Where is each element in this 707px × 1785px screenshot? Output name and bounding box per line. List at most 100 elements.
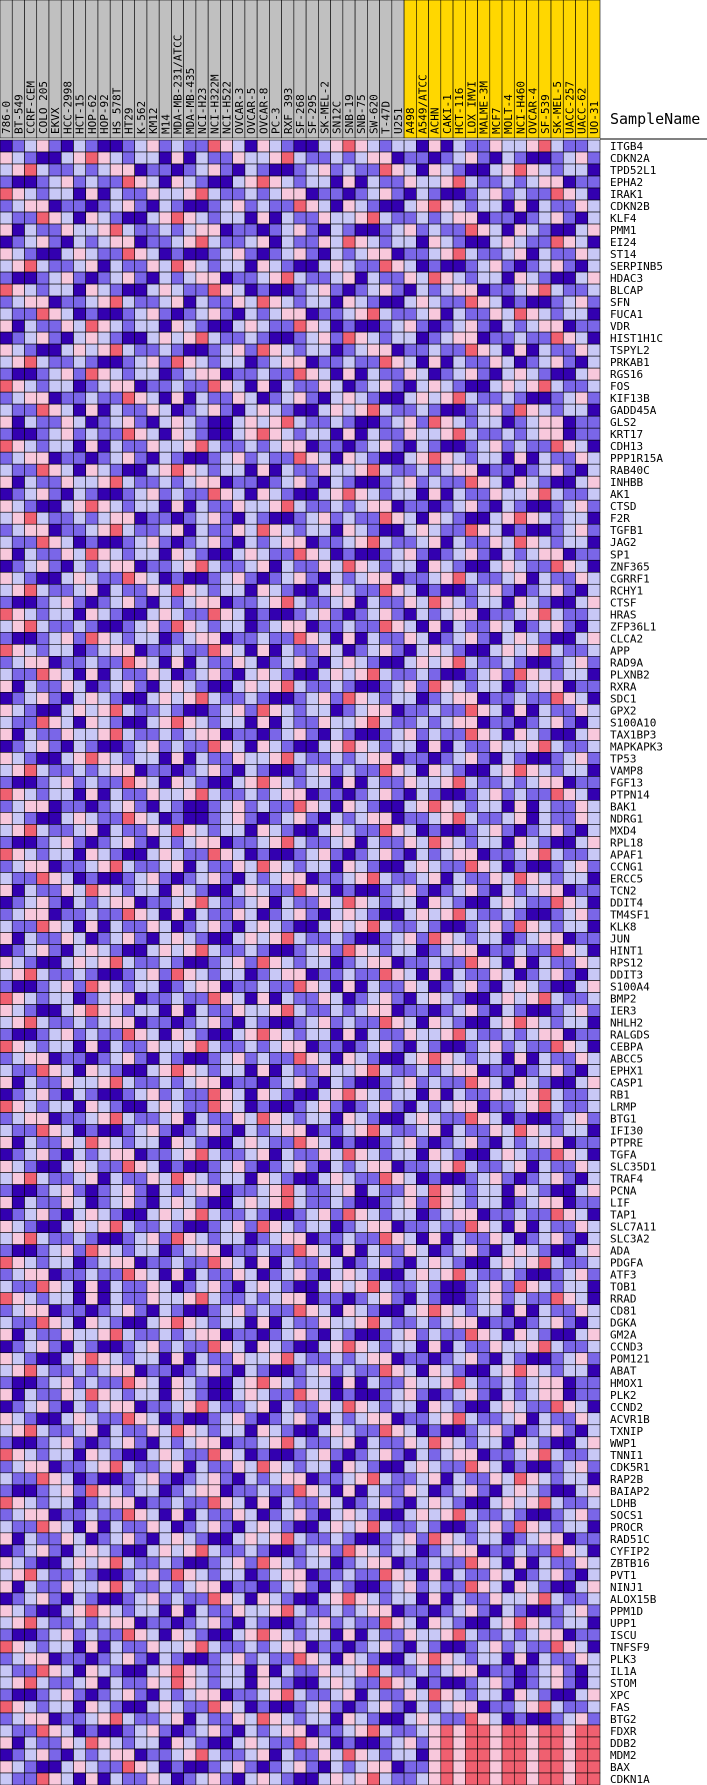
cell xyxy=(207,331,221,345)
cell xyxy=(477,944,491,957)
cell xyxy=(318,367,331,381)
cell xyxy=(318,836,331,849)
cell xyxy=(158,1148,172,1161)
cell xyxy=(477,1172,491,1185)
cell xyxy=(195,199,209,213)
cell xyxy=(122,139,135,153)
cell xyxy=(220,1112,233,1125)
cell xyxy=(134,271,148,285)
cell xyxy=(11,1268,25,1281)
cell xyxy=(367,692,380,705)
cell xyxy=(73,764,87,777)
cell xyxy=(134,812,148,825)
cell xyxy=(256,656,270,669)
cell xyxy=(134,824,148,837)
cell xyxy=(146,199,160,213)
cell xyxy=(379,1136,393,1149)
cell xyxy=(318,1064,331,1077)
cell xyxy=(109,175,123,189)
cell xyxy=(526,812,540,825)
cell xyxy=(342,968,356,981)
cell xyxy=(134,752,148,765)
cell xyxy=(465,175,478,189)
cell xyxy=(367,956,380,969)
cell xyxy=(538,956,552,969)
cell xyxy=(24,367,38,381)
cell xyxy=(122,259,135,273)
cell xyxy=(416,908,429,921)
cell xyxy=(318,607,331,621)
cell xyxy=(330,343,344,357)
cell xyxy=(122,1148,135,1161)
cell xyxy=(293,511,307,525)
cell xyxy=(97,1208,111,1221)
cell xyxy=(367,259,380,273)
cell xyxy=(122,980,135,993)
cell xyxy=(109,247,123,261)
cell xyxy=(575,523,589,537)
cell xyxy=(538,1220,552,1233)
cell xyxy=(220,932,233,945)
cell xyxy=(171,247,184,261)
cell xyxy=(146,1160,160,1173)
cell xyxy=(391,1256,405,1269)
cell xyxy=(440,415,454,429)
cell xyxy=(36,848,50,861)
cell xyxy=(256,992,270,1005)
cell xyxy=(85,776,99,789)
cell xyxy=(330,1148,344,1161)
cell xyxy=(489,163,503,177)
cell xyxy=(11,680,25,693)
cell xyxy=(207,571,221,585)
cell xyxy=(587,187,601,201)
cell xyxy=(305,223,319,237)
cell xyxy=(207,932,221,945)
cell xyxy=(183,704,197,717)
cell xyxy=(465,619,478,633)
cell xyxy=(342,800,356,813)
cell xyxy=(379,187,393,201)
cell xyxy=(158,367,172,381)
cell xyxy=(391,211,405,225)
cell xyxy=(0,752,13,765)
cell xyxy=(501,619,515,633)
cell xyxy=(562,872,576,885)
cell xyxy=(416,872,429,885)
cell xyxy=(48,944,62,957)
row-label: SERPINB5 xyxy=(610,260,663,273)
cell xyxy=(0,1244,13,1257)
cell xyxy=(207,992,221,1005)
cell xyxy=(501,848,515,861)
cell xyxy=(318,788,331,801)
cell xyxy=(513,247,527,261)
cell xyxy=(354,415,368,429)
cell xyxy=(452,499,466,513)
cell xyxy=(428,1016,442,1029)
cell xyxy=(195,968,209,981)
cell xyxy=(146,1136,160,1149)
cell xyxy=(36,1016,50,1029)
cell xyxy=(293,535,307,549)
cell xyxy=(513,535,527,549)
cell xyxy=(293,199,307,213)
cell xyxy=(0,1028,13,1041)
cell xyxy=(379,1220,393,1233)
cell xyxy=(11,307,25,321)
cell xyxy=(538,511,552,525)
cell xyxy=(134,1064,148,1077)
cell xyxy=(587,379,601,393)
cell xyxy=(109,355,123,369)
cell xyxy=(134,920,148,933)
cell xyxy=(526,547,540,561)
cell xyxy=(269,1268,282,1281)
cell xyxy=(489,595,503,609)
cell xyxy=(73,511,87,525)
cell xyxy=(562,367,576,381)
cell xyxy=(207,1172,221,1185)
cell xyxy=(24,211,38,225)
cell xyxy=(85,872,99,885)
cell xyxy=(256,403,270,417)
cell xyxy=(293,776,307,789)
cell xyxy=(195,451,209,465)
cell xyxy=(526,860,540,873)
